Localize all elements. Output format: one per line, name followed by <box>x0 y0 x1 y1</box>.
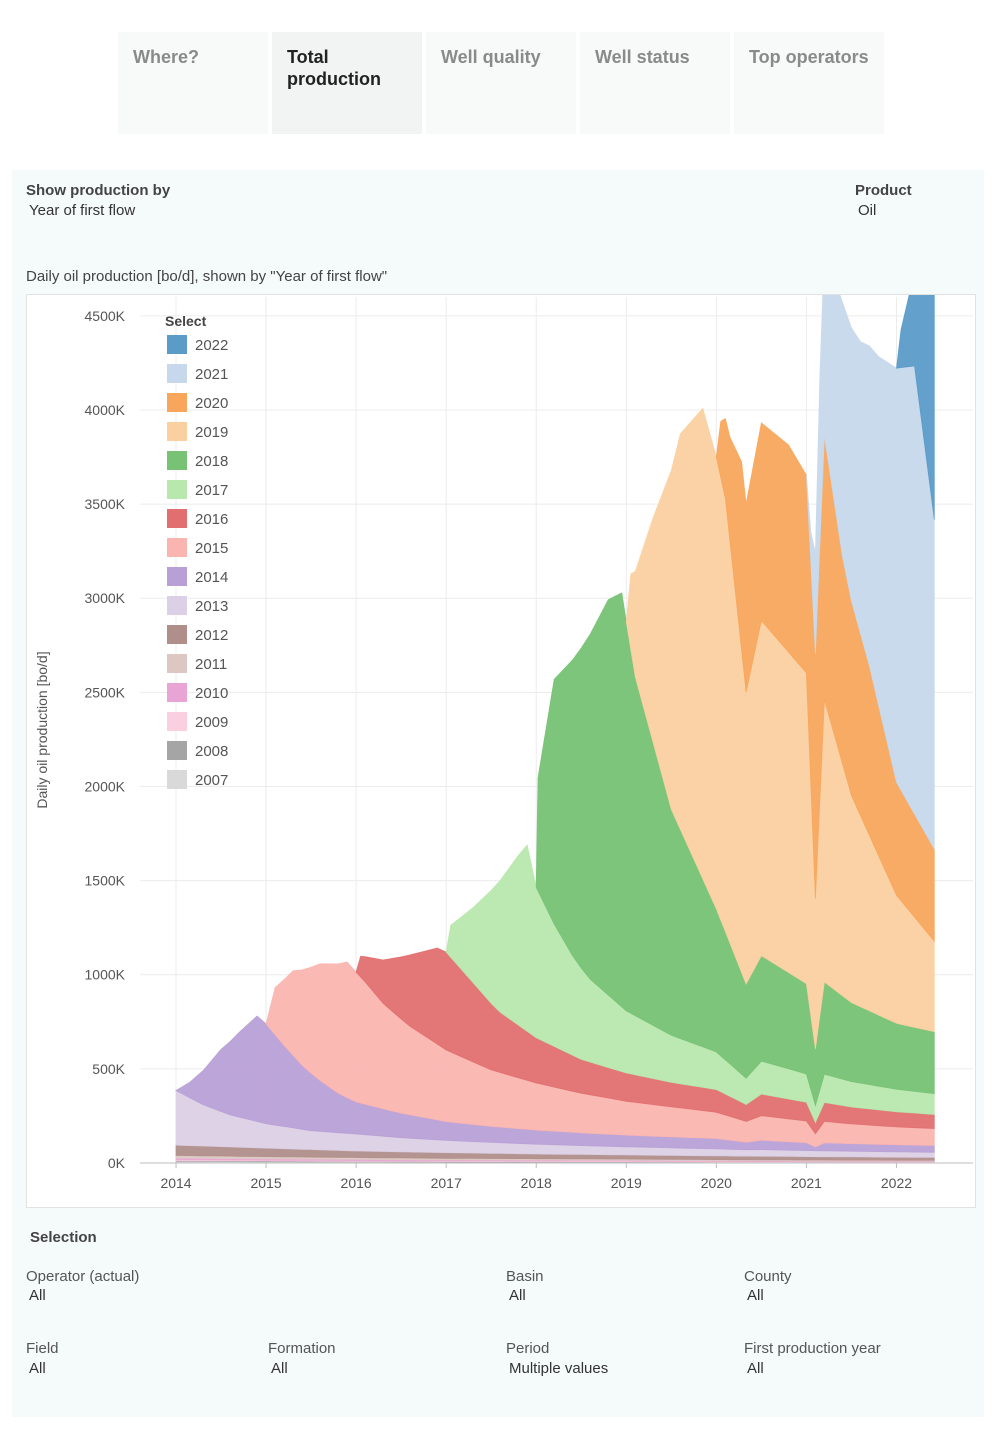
legend-label-2010[interactable]: 2010 <box>195 685 228 702</box>
y-axis-label: Daily oil production [bo/d] <box>34 651 50 808</box>
filter-field-dropdown[interactable]: All <box>29 1360 46 1377</box>
x-tick-label: 2018 <box>521 1175 552 1191</box>
y-tick-label: 2500K <box>85 684 126 700</box>
legend-label-2007[interactable]: 2007 <box>195 772 228 789</box>
filter-label-operator: Operator (actual) <box>26 1268 140 1285</box>
legend-label-2014[interactable]: 2014 <box>195 569 228 586</box>
legend-label-2016[interactable]: 2016 <box>195 511 228 528</box>
show-by-dropdown[interactable]: Year of first flow <box>29 202 136 219</box>
legend-swatch-2010[interactable] <box>167 683 187 702</box>
legend-swatch-2015[interactable] <box>167 538 187 557</box>
filter-label-period: Period <box>506 1340 550 1357</box>
legend-label-2013[interactable]: 2013 <box>195 598 228 615</box>
legend-swatch-2020[interactable] <box>167 393 187 412</box>
y-tick-label: 1000K <box>85 967 126 983</box>
dashboard-panel: Show production by Year of first flow Pr… <box>12 170 984 1417</box>
y-tick-label: 500K <box>92 1061 125 1077</box>
legend-label-2020[interactable]: 2020 <box>195 395 228 412</box>
tab-bar: Where? Total production Well quality Wel… <box>118 32 888 134</box>
selection-title: Selection <box>30 1229 97 1246</box>
legend-swatch-2016[interactable] <box>167 509 187 528</box>
x-tick-label: 2015 <box>250 1175 281 1191</box>
legend-label-2008[interactable]: 2008 <box>195 743 228 760</box>
x-tick-label: 2017 <box>431 1175 462 1191</box>
show-by-label: Show production by <box>26 182 171 199</box>
x-tick-label: 2014 <box>160 1175 191 1191</box>
legend-swatch-2007[interactable] <box>167 770 187 789</box>
y-tick-label: 3500K <box>85 496 126 512</box>
stacked-area-chart[interactable]: 0K 500K 1000K 1500K 2000K 2500K 3000K 3500K 4000… <box>27 249 975 1207</box>
legend-label-2012[interactable]: 2012 <box>195 627 228 644</box>
area-series-2020 <box>715 417 935 943</box>
product-label: Product <box>855 182 912 199</box>
legend-swatch-2011[interactable] <box>167 654 187 673</box>
y-tick-label: 4000K <box>85 402 126 418</box>
filter-operator-dropdown[interactable]: All <box>29 1287 46 1304</box>
y-tick-label: 4500K <box>85 308 126 324</box>
chart-container: 0K 500K 1000K 1500K 2000K 2500K 3000K 3500K 4000… <box>26 249 976 1208</box>
filter-label-formation: Formation <box>268 1340 336 1357</box>
tab-total-production[interactable]: Total production <box>272 32 422 134</box>
x-tick-label: 2021 <box>791 1175 822 1191</box>
legend-label-2018[interactable]: 2018 <box>195 453 228 470</box>
filter-basin-dropdown[interactable]: All <box>509 1287 526 1304</box>
legend-label-2011[interactable]: 2011 <box>195 656 227 673</box>
tab-where[interactable]: Where? <box>118 32 268 134</box>
legend-label-2009[interactable]: 2009 <box>195 714 228 731</box>
x-tick-label: 2020 <box>701 1175 732 1191</box>
legend-label-2019[interactable]: 2019 <box>195 424 228 441</box>
filter-label-field: Field <box>26 1340 59 1357</box>
legend-label-2022[interactable]: 2022 <box>195 337 228 354</box>
legend-swatch-2009[interactable] <box>167 712 187 731</box>
product-dropdown[interactable]: Oil <box>858 202 877 219</box>
filter-formation-dropdown[interactable]: All <box>271 1360 288 1377</box>
tab-well-status[interactable]: Well status <box>580 32 730 134</box>
legend-swatch-2014[interactable] <box>167 567 187 586</box>
x-tick-label: 2019 <box>611 1175 642 1191</box>
legend-swatch-2008[interactable] <box>167 741 187 760</box>
filter-county-dropdown[interactable]: All <box>747 1287 764 1304</box>
filter-first-production-year-dropdown[interactable]: All <box>747 1360 764 1377</box>
tab-top-operators[interactable]: Top operators <box>734 32 884 134</box>
legend-swatch-2013[interactable] <box>167 596 187 615</box>
tab-well-quality[interactable]: Well quality <box>426 32 576 134</box>
legend-swatch-2018[interactable] <box>167 451 187 470</box>
legend-swatch-2019[interactable] <box>167 422 187 441</box>
y-tick-label: 1500K <box>85 873 126 889</box>
legend-label-2015[interactable]: 2015 <box>195 540 228 557</box>
filter-label-first-production-year: First production year <box>744 1340 881 1357</box>
filter-label-basin: Basin <box>506 1268 544 1285</box>
chart-title: Daily oil production [bo/d], shown by "Y… <box>26 268 388 285</box>
x-tick-label: 2022 <box>881 1175 912 1191</box>
legend-label-2017[interactable]: 2017 <box>195 482 228 499</box>
filter-label-county: County <box>744 1268 792 1285</box>
area-series-2022 <box>896 265 935 520</box>
y-tick-label: 3000K <box>85 590 126 606</box>
y-tick-label: 2000K <box>85 778 126 794</box>
legend-swatch-2021[interactable] <box>167 364 187 383</box>
legend-swatch-2017[interactable] <box>167 480 187 499</box>
legend-title: Select <box>165 313 207 329</box>
x-tick-label: 2016 <box>341 1175 372 1191</box>
y-tick-label: 0K <box>108 1155 126 1171</box>
filter-period-dropdown[interactable]: Multiple values <box>509 1360 609 1377</box>
legend-swatch-2022[interactable] <box>167 335 187 354</box>
legend-swatch-2012[interactable] <box>167 625 187 644</box>
legend-label-2021[interactable]: 2021 <box>195 366 228 383</box>
